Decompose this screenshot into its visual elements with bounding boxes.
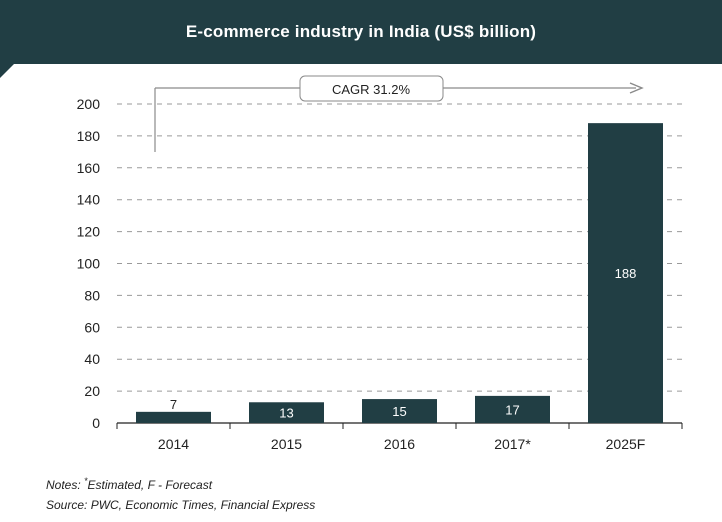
y-tick-label: 200 (77, 96, 101, 112)
y-tick-label: 80 (84, 287, 100, 303)
data-label: 7 (170, 397, 177, 412)
y-tick-label: 140 (77, 192, 101, 208)
x-tick-label: 2017* (494, 436, 531, 452)
header-corner-tab (0, 64, 14, 78)
y-tick-label: 100 (77, 256, 101, 272)
y-tick-label: 20 (84, 383, 100, 399)
chart-source: Source: PWC, Economic Times, Financial E… (46, 498, 316, 512)
bar (362, 399, 437, 423)
y-tick-label: 120 (77, 224, 101, 240)
x-tick-label: 2015 (271, 436, 302, 452)
bar (588, 123, 663, 423)
y-tick-label: 40 (84, 351, 100, 367)
notes-prefix: Notes: (46, 478, 81, 492)
x-tick-label: 2016 (384, 436, 415, 452)
bar (249, 402, 324, 423)
y-tick-label: 60 (84, 319, 100, 335)
chart-notes: Notes: *Estimated, F - Forecast (46, 476, 212, 492)
y-tick-label: 0 (92, 415, 100, 431)
data-label: 17 (505, 402, 519, 417)
data-label: 13 (279, 406, 293, 421)
data-label: 188 (615, 266, 637, 281)
notes-text: Estimated, F - Forecast (87, 478, 213, 492)
y-tick-label: 160 (77, 160, 101, 176)
cagr-box (299, 75, 444, 102)
notes-asterisk: * (84, 476, 88, 486)
cagr-label: CAGR 31.2% (332, 82, 410, 97)
cagr-arrowhead (629, 82, 644, 94)
chart-title: E-commerce industry in India (US$ billio… (185, 22, 537, 41)
bar-chart: 0 20 40 60 80 100 120 140 160 180 200 7 2014 13 2015 15… (77, 75, 683, 452)
y-tick-label: 180 (77, 128, 101, 144)
chart-header: E-commerce industry in India (US$ billio… (0, 0, 722, 64)
bar (475, 395, 550, 423)
x-tick-label: 2014 (158, 436, 189, 452)
bar (136, 411, 211, 423)
x-tick-label: 2025F (606, 436, 646, 452)
data-label: 15 (392, 404, 406, 419)
